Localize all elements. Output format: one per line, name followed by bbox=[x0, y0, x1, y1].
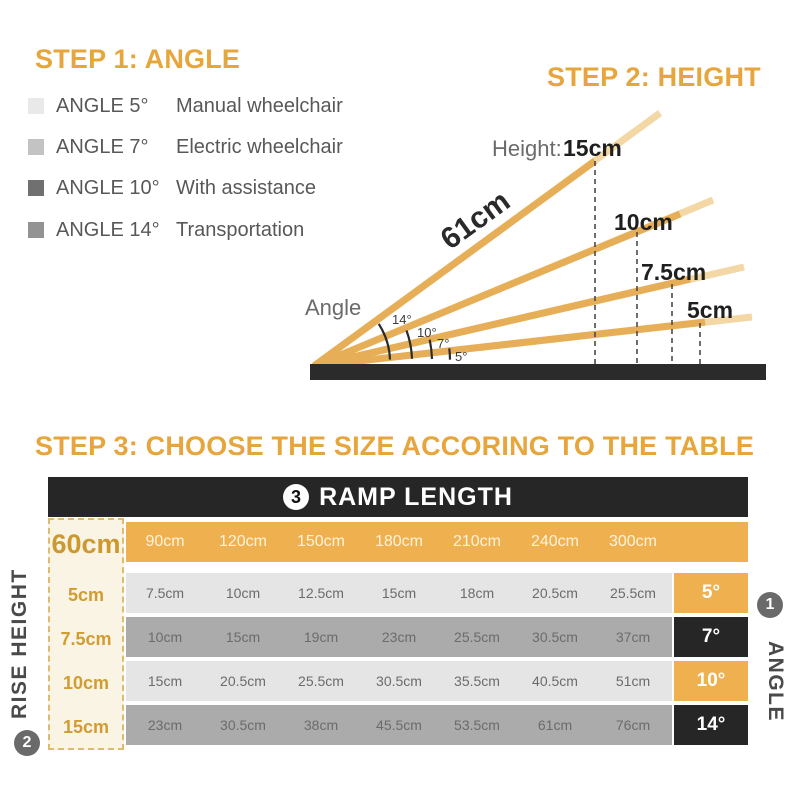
rise-label: 10cm bbox=[62, 672, 110, 693]
legend-swatch-7deg bbox=[28, 139, 44, 155]
length-header: 150cm bbox=[296, 533, 346, 550]
height-value-7-5cm: 7.5cm bbox=[641, 259, 706, 285]
length-header-row: 90cm 120cm 150cm 180cm 210cm 240cm 300cm bbox=[126, 522, 748, 562]
height-value-15cm: 15cm bbox=[563, 135, 622, 161]
table-row: 23cm 30.5cm 38cm 45.5cm 53.5cm 61cm 76cm bbox=[126, 705, 672, 745]
legend-desc: Electric wheelchair bbox=[176, 135, 343, 158]
length-header: 180cm bbox=[374, 533, 424, 550]
ramp-length-header-label: RAMP LENGTH bbox=[319, 482, 513, 511]
table-cell: 25.5cm bbox=[298, 673, 344, 689]
table-cell: 61cm bbox=[537, 717, 573, 733]
table-cell: 45.5cm bbox=[376, 717, 422, 733]
legend-item-14deg: ANGLE 14° Transportation bbox=[28, 218, 304, 242]
table-cell: 25.5cm bbox=[610, 585, 656, 601]
table-cell: 76cm bbox=[615, 717, 651, 733]
step3-title: STEP 3: CHOOSE THE SIZE ACCORING TO THE … bbox=[35, 431, 755, 461]
rise-label: 15cm bbox=[62, 716, 110, 737]
legend-angle-label: ANGLE 7° bbox=[56, 135, 149, 158]
table-cell: 23cm bbox=[381, 629, 417, 645]
table-cell: 10cm bbox=[147, 629, 183, 645]
badge-2-icon: 2 bbox=[14, 730, 40, 756]
table-cell: 38cm bbox=[303, 717, 339, 733]
angle-cell-10: 10° bbox=[674, 661, 748, 701]
badge-3-icon: 3 bbox=[283, 484, 310, 510]
length-header: 210cm bbox=[452, 533, 502, 550]
arc-label-14: 14° bbox=[392, 312, 412, 327]
table-cell: 53.5cm bbox=[454, 717, 500, 733]
angle-axis-label: ANGLE bbox=[764, 640, 787, 722]
legend-angle-label: ANGLE 5° bbox=[56, 94, 149, 117]
legend-swatch-10deg bbox=[28, 180, 44, 196]
legend-item-7deg: ANGLE 7° Electric wheelchair bbox=[28, 135, 343, 159]
table-row: 10cm 15cm 19cm 23cm 25.5cm 30.5cm 37cm bbox=[126, 617, 672, 657]
legend-item-10deg: ANGLE 10° With assistance bbox=[28, 176, 316, 200]
table-cell: 19cm bbox=[303, 629, 339, 645]
ramp-length-header-bar: 3 RAMP LENGTH bbox=[48, 477, 748, 517]
rise-label: 5cm bbox=[67, 584, 105, 605]
length-header: 300cm bbox=[608, 533, 658, 550]
angle-word-label: Angle bbox=[305, 295, 361, 320]
table-cell: 10cm bbox=[225, 585, 261, 601]
legend-desc: With assistance bbox=[176, 176, 317, 199]
table-cell: 25.5cm bbox=[454, 629, 500, 645]
table-cell: 30.5cm bbox=[376, 673, 422, 689]
step1-title: STEP 1: ANGLE bbox=[35, 44, 241, 74]
table-cell: 18cm bbox=[459, 585, 495, 601]
ramp-angle-diagram: Angle Height: 15cm 10cm 7.5cm 5cm 61cm 1… bbox=[305, 110, 766, 380]
angle-arcs bbox=[377, 323, 452, 360]
table-cell: 30.5cm bbox=[532, 629, 578, 645]
table-cell: 20.5cm bbox=[532, 585, 578, 601]
table-cell: 15cm bbox=[225, 629, 261, 645]
table-cell: 51cm bbox=[615, 673, 651, 689]
table-cell: 7.5cm bbox=[145, 585, 185, 601]
legend-desc: Manual wheelchair bbox=[176, 94, 343, 117]
step2-title: STEP 2: HEIGHT bbox=[547, 62, 761, 92]
angle-cell-14: 14° bbox=[674, 705, 748, 745]
legend-item-5deg: ANGLE 5° Manual wheelchair bbox=[28, 94, 343, 118]
table-row: 15cm 20.5cm 25.5cm 30.5cm 35.5cm 40.5cm … bbox=[126, 661, 672, 701]
height-dashed-lines bbox=[594, 161, 701, 364]
angle-cell-7: 7° bbox=[674, 617, 748, 657]
base-width-60cm: 60cm bbox=[51, 528, 121, 559]
legend-swatch-5deg bbox=[28, 98, 44, 114]
arc-label-5: 5° bbox=[455, 349, 467, 364]
table-cell: 37cm bbox=[615, 629, 651, 645]
height-value-5cm: 5cm bbox=[687, 297, 733, 323]
legend-angle-label: ANGLE 14° bbox=[56, 218, 160, 241]
height-word-label: Height: bbox=[492, 136, 562, 161]
legend-angle-label: ANGLE 10° bbox=[56, 176, 160, 199]
arc-label-7: 7° bbox=[437, 336, 449, 351]
length-header: 240cm bbox=[530, 533, 580, 550]
badge-1-icon: 1 bbox=[757, 592, 783, 618]
ground-bar bbox=[310, 364, 766, 380]
table-cell: 23cm bbox=[147, 717, 183, 733]
table-row: 7.5cm 10cm 12.5cm 15cm 18cm 20.5cm 25.5c… bbox=[126, 573, 672, 613]
table-cell: 20.5cm bbox=[220, 673, 266, 689]
length-header: 90cm bbox=[145, 533, 185, 550]
table-cell: 15cm bbox=[147, 673, 183, 689]
table-cell: 35.5cm bbox=[454, 673, 500, 689]
angle-cell-5: 5° bbox=[674, 573, 748, 613]
size-table: 3 RAMP LENGTH 90cm 120cm 150cm 180cm 210… bbox=[48, 477, 748, 762]
rise-height-column: 60cm 5cm 7.5cm 10cm 15cm bbox=[48, 518, 124, 750]
ramps bbox=[311, 158, 706, 370]
table-cell: 12.5cm bbox=[298, 585, 344, 601]
legend-swatch-14deg bbox=[28, 222, 44, 238]
table-cell: 40.5cm bbox=[532, 673, 578, 689]
arc-label-10: 10° bbox=[417, 325, 437, 340]
rise-height-axis-label: RISE HEIGHT bbox=[8, 568, 31, 720]
legend-desc: Transportation bbox=[176, 218, 305, 241]
height-value-10cm: 10cm bbox=[614, 209, 673, 235]
table-cell: 15cm bbox=[381, 585, 417, 601]
table-cell: 30.5cm bbox=[220, 717, 266, 733]
rise-label: 7.5cm bbox=[60, 628, 112, 649]
length-header: 120cm bbox=[218, 533, 268, 550]
